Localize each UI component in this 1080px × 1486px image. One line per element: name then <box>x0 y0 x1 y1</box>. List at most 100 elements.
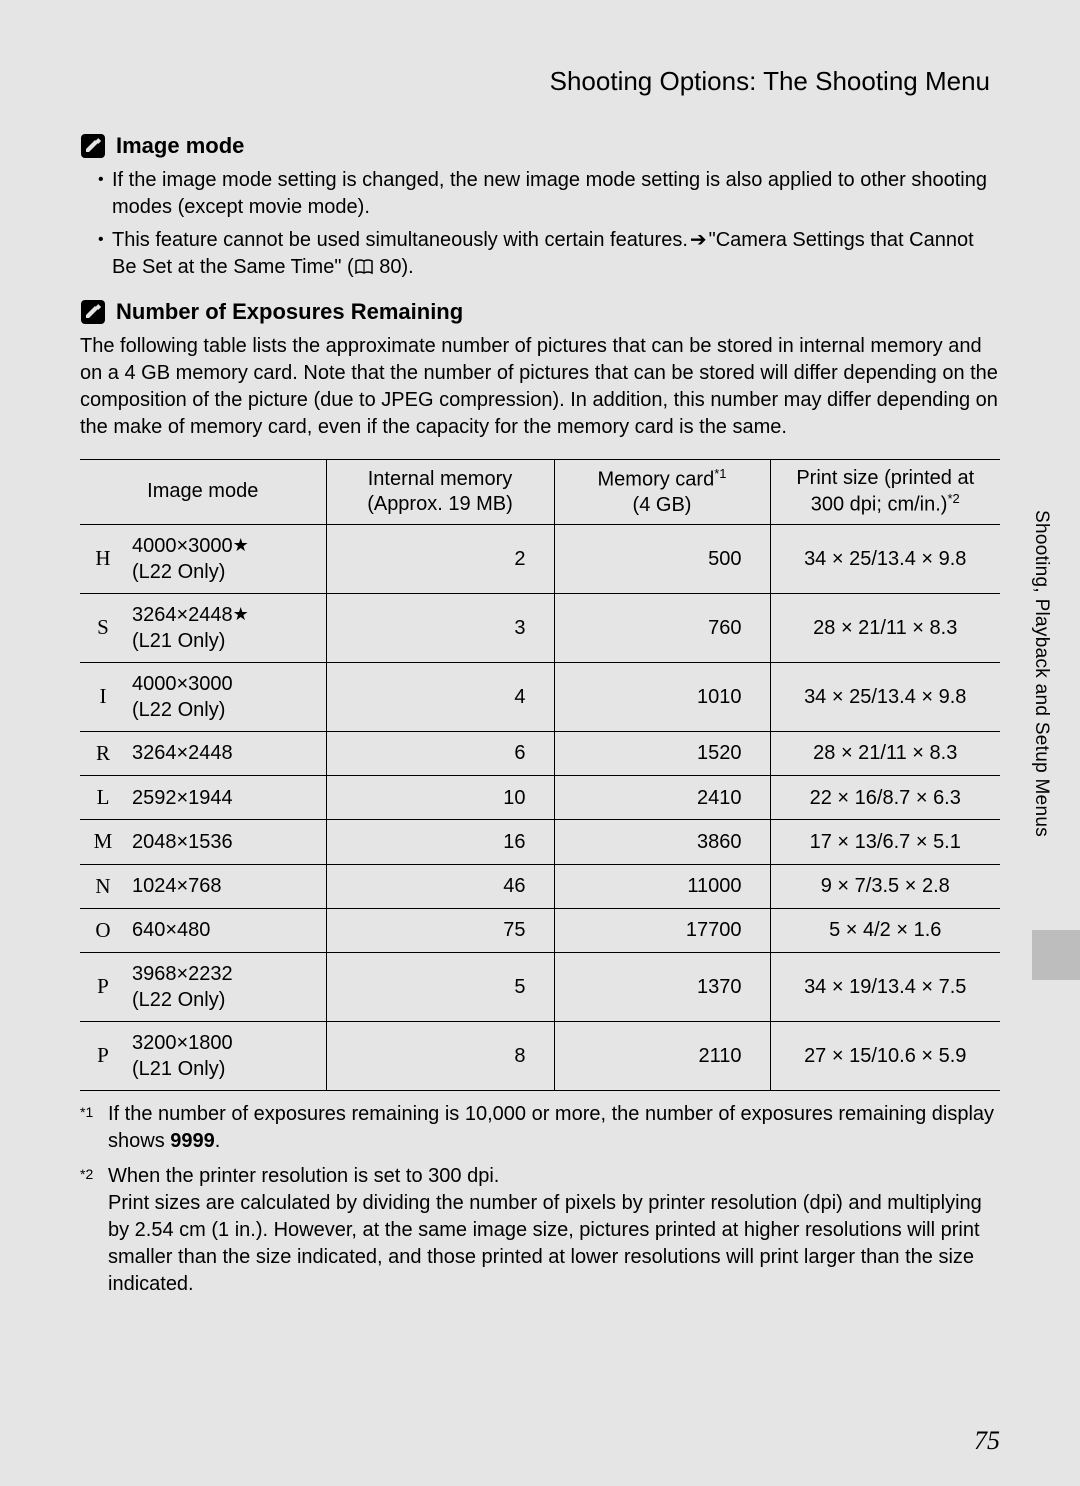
mode-letter: L <box>80 775 126 819</box>
mode-cell: 3200×1800(L21 Only) <box>126 1022 326 1091</box>
mode-resolution: 640×480 <box>132 919 210 941</box>
bullet-item: If the image mode setting is changed, th… <box>98 167 1000 221</box>
star-icon: ★ <box>233 535 249 555</box>
print-size-value: 28 × 21/11 × 8.3 <box>770 731 1000 775</box>
mode-cell: 1024×768 <box>126 864 326 908</box>
mode-resolution: 3264×2448 <box>132 742 233 764</box>
exposures-table: Image mode Internal memory (Approx. 19 M… <box>80 459 1000 1091</box>
th-sup: *2 <box>947 491 959 506</box>
footnotes: *1 If the number of exposures remaining … <box>80 1101 1000 1298</box>
memory-card-value: 1010 <box>554 662 770 731</box>
internal-memory-value: 6 <box>326 731 554 775</box>
footnote-text: If the number of exposures remaining is … <box>108 1103 994 1152</box>
footnote-2: *2 When the printer resolution is set to… <box>80 1163 1000 1298</box>
mode-letter: P <box>80 953 126 1022</box>
mode-letter: O <box>80 908 126 952</box>
memory-card-value: 11000 <box>554 864 770 908</box>
print-size-value: 34 × 25/13.4 × 9.8 <box>770 662 1000 731</box>
th-text: Internal memory <box>368 468 513 490</box>
image-mode-bullets: If the image mode setting is changed, th… <box>80 167 1000 283</box>
mode-cell: 4000×3000★ (L22 Only) <box>126 524 326 593</box>
memory-card-value: 2410 <box>554 775 770 819</box>
internal-memory-value: 75 <box>326 908 554 952</box>
th-text: (4 GB) <box>633 494 692 516</box>
mode-resolution: 4000×3000 <box>132 673 233 695</box>
mode-resolution: 4000×3000 <box>132 535 233 557</box>
mode-resolution: 2048×1536 <box>132 831 233 853</box>
bullet-text: If the image mode setting is changed, th… <box>112 169 987 218</box>
side-thumb-tab <box>1032 930 1080 980</box>
mode-cell: 640×480 <box>126 908 326 952</box>
mode-letter: M <box>80 820 126 864</box>
internal-memory-value: 3 <box>326 593 554 662</box>
memory-card-value: 500 <box>554 524 770 593</box>
footnote-text: Print sizes are calculated by dividing t… <box>108 1190 1000 1298</box>
header-title: Shooting Options: The Shooting Menu <box>80 66 1000 97</box>
mode-note: (L22 Only) <box>132 987 320 1013</box>
exposures-intro: The following table lists the approximat… <box>80 333 1000 441</box>
section-heading-exposures: Number of Exposures Remaining <box>80 299 1000 325</box>
table-row: H4000×3000★(L22 Only)250034 × 25/13.4 × … <box>80 524 1000 593</box>
memory-card-value: 760 <box>554 593 770 662</box>
print-size-value: 34 × 19/13.4 × 7.5 <box>770 953 1000 1022</box>
mode-resolution: 3264×2448 <box>132 604 233 626</box>
footnote-body: If the number of exposures remaining is … <box>108 1101 1000 1155</box>
mode-cell: 2592×1944 <box>126 775 326 819</box>
pencil-note-icon <box>80 299 106 325</box>
print-size-value: 27 × 15/10.6 × 5.9 <box>770 1022 1000 1091</box>
internal-memory-value: 8 <box>326 1022 554 1091</box>
mode-resolution: 2592×1944 <box>132 787 233 809</box>
th-image-mode: Image mode <box>80 460 326 525</box>
th-sup: *1 <box>714 466 726 481</box>
table-row: N1024×76846110009 × 7/3.5 × 2.8 <box>80 864 1000 908</box>
memory-card-value: 2110 <box>554 1022 770 1091</box>
pencil-note-icon <box>80 133 106 159</box>
mode-letter: N <box>80 864 126 908</box>
mode-cell: 3264×2448 <box>126 731 326 775</box>
table-row: O640×48075177005 × 4/2 × 1.6 <box>80 908 1000 952</box>
print-size-value: 34 × 25/13.4 × 9.8 <box>770 524 1000 593</box>
section-heading-text: Number of Exposures Remaining <box>116 299 463 325</box>
memory-card-value: 3860 <box>554 820 770 864</box>
mode-letter: P <box>80 1022 126 1091</box>
print-size-value: 17 × 13/6.7 × 5.1 <box>770 820 1000 864</box>
internal-memory-value: 46 <box>326 864 554 908</box>
print-size-value: 22 × 16/8.7 × 6.3 <box>770 775 1000 819</box>
bullet-item: This feature cannot be used simultaneous… <box>98 227 1000 283</box>
mode-letter: H <box>80 524 126 593</box>
print-size-value: 9 × 7/3.5 × 2.8 <box>770 864 1000 908</box>
table-row: L2592×194410241022 × 16/8.7 × 6.3 <box>80 775 1000 819</box>
footnote-mark: *2 <box>80 1163 104 1298</box>
mode-cell: 3264×2448★(L21 Only) <box>126 593 326 662</box>
th-text: 300 dpi; cm/in.) <box>811 494 948 516</box>
memory-card-value: 17700 <box>554 908 770 952</box>
mode-letter: I <box>80 662 126 731</box>
mode-resolution: 3968×2232 <box>132 963 233 985</box>
internal-memory-value: 4 <box>326 662 554 731</box>
table-row: P3968×2232(L22 Only)5137034 × 19/13.4 × … <box>80 953 1000 1022</box>
mode-note: (L21 Only) <box>132 1056 320 1082</box>
book-icon <box>354 256 374 283</box>
page: Shooting Options: The Shooting Menu Imag… <box>0 0 1080 1486</box>
page-number: 75 <box>974 1426 1000 1456</box>
internal-memory-value: 16 <box>326 820 554 864</box>
mode-letter: S <box>80 593 126 662</box>
print-size-value: 28 × 21/11 × 8.3 <box>770 593 1000 662</box>
star-icon: ★ <box>233 604 249 624</box>
th-text: Print size (printed at <box>796 467 974 489</box>
section-heading-text: Image mode <box>116 133 244 159</box>
footnote-bold: 9999 <box>170 1130 215 1152</box>
footnote-mark: *1 <box>80 1101 104 1155</box>
mode-letter: R <box>80 731 126 775</box>
mode-note: (L22 Only) <box>132 559 320 585</box>
memory-card-value: 1520 <box>554 731 770 775</box>
mode-cell: 3968×2232(L22 Only) <box>126 953 326 1022</box>
footnote-text: When the printer resolution is set to 30… <box>108 1165 499 1187</box>
mode-cell: 2048×1536 <box>126 820 326 864</box>
mode-note: (L22 Only) <box>132 697 320 723</box>
footnote-1: *1 If the number of exposures remaining … <box>80 1101 1000 1155</box>
table-header-row: Image mode Internal memory (Approx. 19 M… <box>80 460 1000 525</box>
th-card: Memory card*1 (4 GB) <box>554 460 770 525</box>
th-text: (Approx. 19 MB) <box>367 493 513 515</box>
internal-memory-value: 5 <box>326 953 554 1022</box>
